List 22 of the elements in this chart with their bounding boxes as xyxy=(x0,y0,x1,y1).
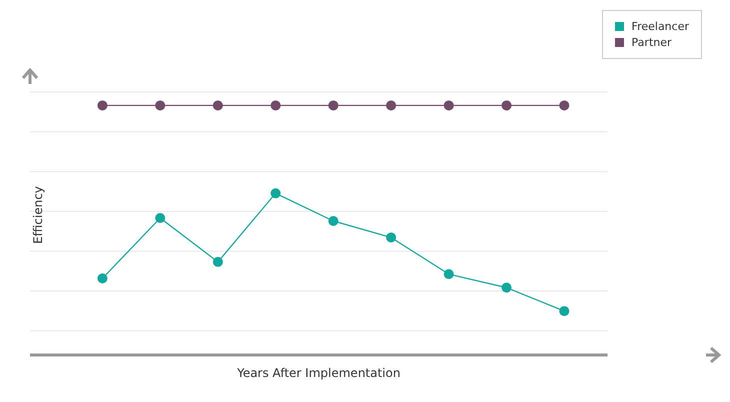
point xyxy=(444,269,454,280)
y-axis-title: Efficiency xyxy=(31,185,45,246)
point xyxy=(212,100,223,110)
point xyxy=(270,100,281,110)
point xyxy=(155,213,166,223)
point xyxy=(328,216,338,226)
point xyxy=(97,273,108,284)
legend-label: Freelancer xyxy=(632,20,689,33)
legend-label: Partner xyxy=(632,36,672,49)
point xyxy=(386,232,396,242)
x-axis-title: Years After Implementation xyxy=(236,366,400,380)
point xyxy=(444,100,454,110)
point xyxy=(386,100,396,110)
point xyxy=(97,100,108,110)
point xyxy=(328,100,338,110)
point xyxy=(502,100,512,110)
point xyxy=(212,256,223,267)
point xyxy=(559,100,570,110)
point xyxy=(502,282,512,293)
point xyxy=(155,100,166,110)
point xyxy=(270,188,281,198)
point xyxy=(559,306,570,316)
